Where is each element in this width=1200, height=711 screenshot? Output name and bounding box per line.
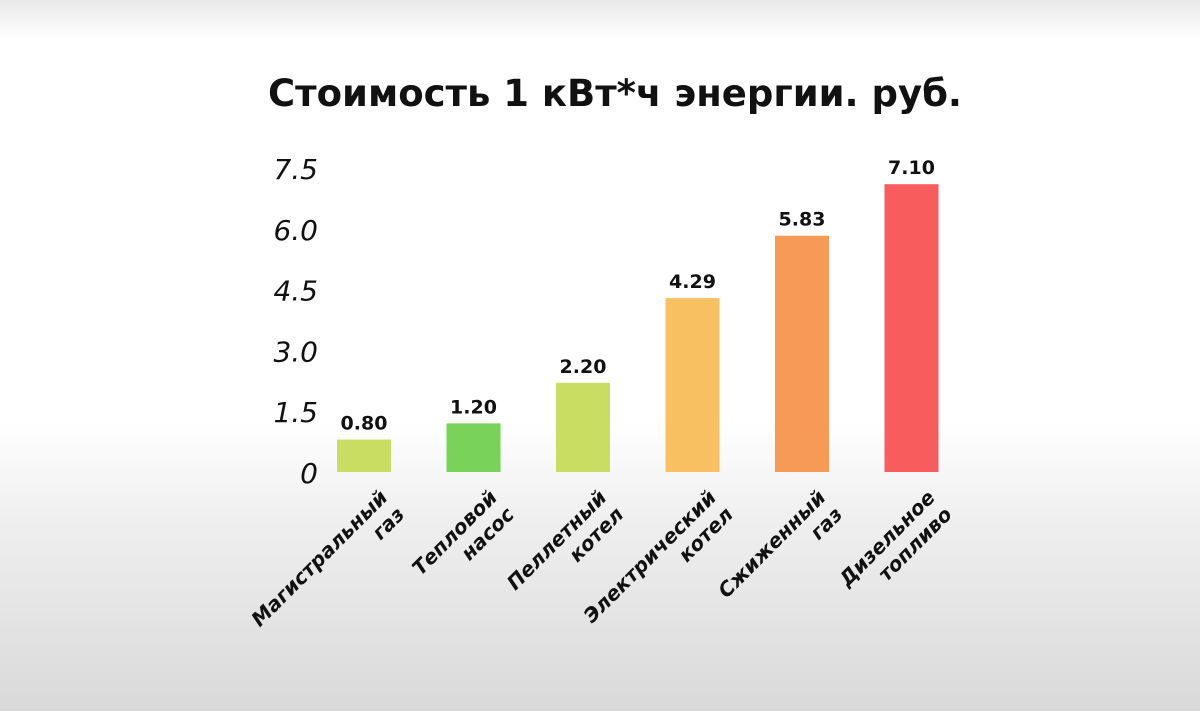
y-tick-label: 7.5: [273, 153, 318, 186]
data-label: 4.29: [669, 271, 716, 293]
data-label: 2.20: [560, 356, 607, 378]
data-label: 7.10: [888, 157, 935, 179]
y-tick-label: 1.5: [273, 396, 318, 429]
bar: [775, 235, 829, 472]
y-tick-label: 6.0: [273, 214, 318, 247]
data-label: 1.20: [450, 396, 497, 418]
data-label: 5.83: [779, 209, 826, 231]
bar: [665, 298, 720, 472]
data-label: 0.80: [341, 413, 388, 435]
y-tick-label: 3.0: [273, 335, 318, 368]
x-tick-label-line: Магистральный: [246, 485, 392, 631]
y-tick-label: 0: [300, 457, 318, 490]
y-tick-label: 4.5: [273, 275, 318, 308]
bar: [884, 184, 939, 473]
chart-title: Стоимость 1 кВт*ч энергии. руб.: [268, 72, 962, 115]
bar: [337, 439, 391, 472]
bar: [446, 423, 501, 472]
bar: [556, 382, 610, 472]
x-tick-label-line: Сжиженный: [713, 485, 830, 602]
